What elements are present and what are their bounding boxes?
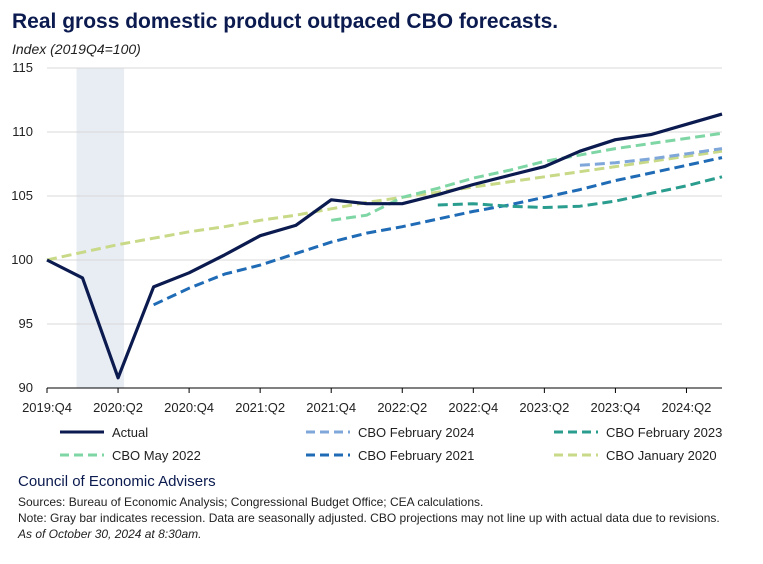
y-tick-label: 105 <box>11 188 33 203</box>
y-tick-label: 100 <box>11 252 33 267</box>
series-line-feb2023 <box>437 175 723 209</box>
series-line-feb2021 <box>152 156 723 307</box>
chart-subtitle: Index (2019Q4=100) <box>12 41 141 57</box>
x-tick-label: 2021:Q2 <box>235 400 285 415</box>
y-tick-label: 95 <box>19 316 33 331</box>
recession-bar <box>76 68 125 388</box>
legend-label-actual: Actual <box>112 425 148 440</box>
chart-title: Real gross domestic product outpaced CBO… <box>12 10 559 33</box>
organization-name: Council of Economic Advisers <box>18 473 216 490</box>
y-tick-label: 90 <box>19 380 33 395</box>
series-line-actual <box>46 112 723 380</box>
series-line-may2022 <box>330 131 723 222</box>
x-tick-label: 2020:Q4 <box>164 400 214 415</box>
x-tick-label: 2022:Q4 <box>448 400 498 415</box>
series-line-feb2024 <box>579 147 723 167</box>
note-text: Note: Gray bar indicates recession. Data… <box>18 511 720 525</box>
legend-label-feb2021: CBO February 2021 <box>358 448 474 463</box>
x-tick-label: 2020:Q2 <box>93 400 143 415</box>
legend-label-jan2020: CBO January 2020 <box>606 448 717 463</box>
x-tick-label: 2021:Q4 <box>306 400 356 415</box>
legend-label-feb2023: CBO February 2023 <box>606 425 722 440</box>
x-tick-label: 2023:Q2 <box>519 400 569 415</box>
x-tick-label: 2019:Q4 <box>22 400 72 415</box>
line-chart: 90 95 100 105 110 115 2019:Q4 2020:Q2 2020:Q4 202… <box>11 60 723 463</box>
x-tick-label: 2022:Q2 <box>377 400 427 415</box>
as-of-text: As of October 30, 2024 at 8:30am. <box>18 527 202 541</box>
legend-label-feb2024: CBO February 2024 <box>358 425 474 440</box>
y-tick-label: 115 <box>12 60 33 75</box>
series-line-jan2020 <box>46 149 723 262</box>
sources-text: Sources: Bureau of Economic Analysis; Co… <box>18 495 484 509</box>
legend-label-may2022: CBO May 2022 <box>112 448 201 463</box>
x-tick-label: 2024:Q2 <box>662 400 712 415</box>
x-tick-label: 2023:Q4 <box>590 400 640 415</box>
y-tick-label: 110 <box>12 124 33 139</box>
chart-footer: Council of Economic Advisers Sources: Bu… <box>18 473 753 542</box>
